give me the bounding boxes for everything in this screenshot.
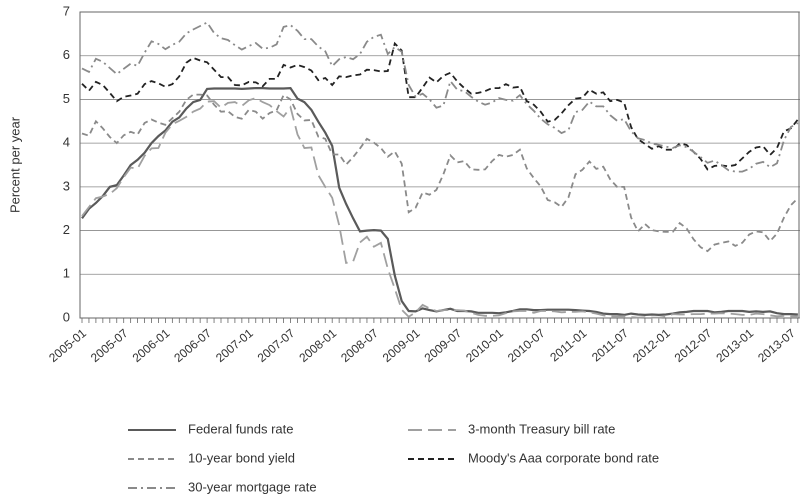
legend-label: 10-year bond yield [188,450,295,465]
series-line [81,97,798,319]
x-tick-label: 2011-07 [589,326,631,365]
x-tick-label: 2007-01 [213,326,256,365]
legend-label: Federal funds rate [188,421,294,436]
x-tick-label: 2011-01 [547,326,589,365]
x-tick-label: 2013-01 [713,326,756,365]
y-axis-label: Percent per year [7,116,22,213]
x-tick-label: 2005-07 [88,326,131,365]
x-tick-label: 2010-01 [463,326,506,365]
legend-label: 3-month Treasury bill rate [468,421,615,436]
x-tick-label: 2006-07 [171,326,214,365]
plot-area [81,21,799,319]
y-tick-label: 6 [63,47,70,62]
x-tick-label: 2008-07 [338,326,381,365]
y-tick-label: 4 [63,135,70,150]
x-tick-label: 2007-07 [255,326,298,365]
y-tick-label: 7 [63,3,70,18]
x-tick-label: 2013-07 [755,326,798,365]
x-tick-label: 2006-01 [130,326,173,365]
x-tick-label: 2009-07 [422,326,465,365]
x-tick-label: 2012-01 [630,326,673,365]
legend-label: 30-year mortgage rate [188,479,317,494]
x-tick-label: 2008-01 [296,326,339,365]
plot-frame [79,11,800,319]
legend-label: Moody's Aaa corporate bond rate [468,450,659,465]
y-tick-label: 1 [63,266,70,281]
series-line [81,41,799,171]
series-line [81,86,798,317]
series-line [81,93,799,253]
x-tick-label: 2005-01 [46,326,89,365]
y-tick-label: 2 [63,222,70,237]
y-tick-label: 5 [63,91,70,106]
y-tick-label: 0 [63,309,70,324]
series-line [81,21,799,173]
x-tick-label: 2010-07 [505,326,548,365]
x-tick-label: 2009-01 [380,326,423,365]
y-tick-label: 3 [63,178,70,193]
x-tick-label: 2012-07 [672,326,715,365]
